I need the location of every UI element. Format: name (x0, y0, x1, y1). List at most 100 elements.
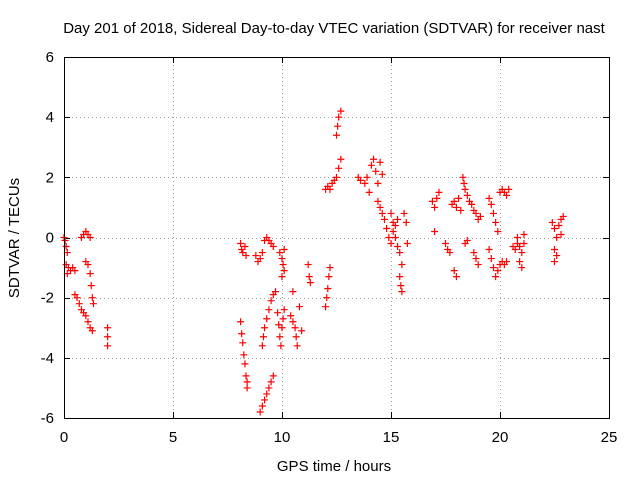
data-point (241, 243, 249, 251)
data-point (263, 315, 271, 323)
data-point (242, 252, 250, 260)
data-point (243, 384, 251, 392)
data-point (86, 270, 94, 278)
data-point (259, 333, 267, 341)
y-tick-label: 6 (46, 49, 54, 66)
data-point (518, 249, 526, 257)
data-point (398, 261, 406, 269)
data-point (333, 173, 340, 181)
data-point (460, 179, 468, 187)
data-point (387, 240, 395, 248)
data-point (487, 200, 495, 208)
data-point (326, 264, 334, 272)
data-point (431, 227, 439, 235)
data-point (252, 252, 260, 260)
data-point (472, 255, 480, 263)
data-point (84, 261, 92, 269)
data-point (243, 378, 251, 386)
data-point (361, 179, 369, 187)
data-point (298, 327, 306, 335)
data-point (468, 200, 476, 208)
data-point (376, 203, 384, 211)
chart-title: Day 201 of 2018, Sidereal Day-to-day VTE… (63, 20, 605, 37)
data-point (400, 209, 408, 217)
data-point (241, 360, 249, 368)
data-point (104, 342, 112, 350)
data-point (452, 273, 460, 281)
data-point (374, 197, 382, 205)
data-point (485, 246, 493, 254)
data-point (291, 324, 299, 332)
data-point (553, 252, 561, 260)
data-point (267, 297, 275, 305)
data-point (505, 185, 513, 193)
data-point (276, 249, 284, 257)
data-point (86, 234, 94, 241)
data-point (280, 246, 288, 254)
data-point (511, 246, 519, 254)
data-point (280, 267, 288, 275)
data-point (335, 164, 343, 172)
y-tick-label: -2 (41, 290, 54, 307)
data-point (82, 312, 90, 320)
data-point (551, 246, 558, 254)
data-point (88, 327, 96, 335)
data-point (503, 191, 511, 199)
data-point (293, 342, 301, 350)
data-point (383, 224, 391, 232)
data-point (442, 240, 449, 248)
data-point (470, 249, 478, 257)
data-point (463, 191, 471, 199)
data-point (513, 234, 521, 241)
data-point (263, 390, 271, 398)
data-point (396, 273, 404, 281)
data-point (431, 203, 439, 211)
data-point (239, 339, 247, 347)
data-point (279, 261, 287, 269)
data-point (553, 234, 561, 241)
x-tick-label: 20 (492, 429, 509, 446)
data-point (275, 321, 283, 329)
data-point (337, 155, 345, 163)
data-point (433, 194, 441, 202)
data-point (335, 113, 343, 121)
data-point (485, 194, 493, 202)
data-point (403, 240, 411, 248)
data-point (452, 203, 460, 211)
data-point (463, 237, 471, 245)
data-point (489, 209, 497, 217)
data-point (551, 258, 558, 266)
data-point (278, 324, 286, 332)
data-point (240, 351, 248, 359)
data-point (474, 261, 482, 269)
data-point (455, 194, 463, 202)
data-point (322, 303, 330, 311)
data-point (402, 218, 410, 226)
data-point (446, 249, 454, 257)
data-point (306, 279, 314, 287)
data-point (289, 288, 297, 296)
data-point (476, 212, 484, 220)
data-point (89, 300, 97, 308)
data-point (334, 122, 342, 130)
data-point (238, 330, 246, 338)
data-point (378, 209, 386, 217)
y-tick-label: 0 (46, 230, 54, 247)
data-point (287, 312, 295, 320)
data-point (516, 258, 524, 266)
data-point (365, 188, 373, 196)
data-point (459, 173, 467, 181)
data-point (280, 306, 288, 314)
data-point (367, 161, 375, 169)
data-point (380, 215, 388, 223)
data-point (84, 318, 92, 326)
data-point (518, 264, 526, 272)
data-point (389, 227, 397, 235)
data-point (279, 315, 287, 323)
data-point (559, 212, 567, 220)
y-axis-label: SDTVAR / TECUs (6, 178, 23, 298)
data-point (239, 249, 247, 257)
data-point (516, 243, 524, 251)
x-tick-label: 25 (601, 429, 618, 446)
